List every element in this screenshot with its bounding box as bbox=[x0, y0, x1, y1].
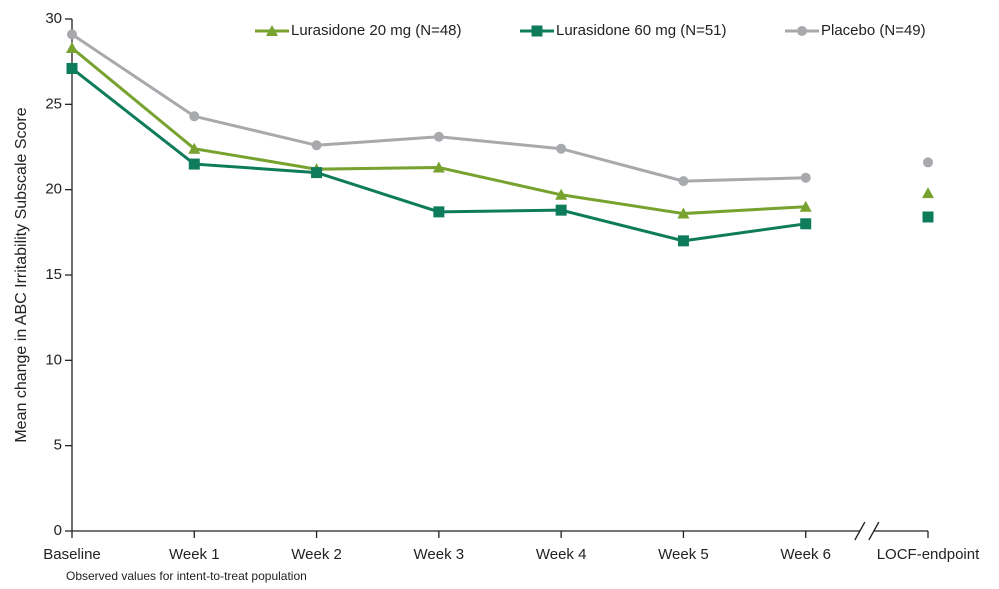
data-point bbox=[311, 167, 323, 179]
data-point bbox=[923, 157, 933, 168]
legend-label: Lurasidone 20 mg (N=48) bbox=[291, 22, 462, 39]
y-tick-label: 5 bbox=[54, 437, 62, 454]
data-point bbox=[189, 111, 200, 122]
data-point bbox=[678, 176, 689, 187]
data-point bbox=[188, 158, 200, 170]
legend-label: Placebo (N=49) bbox=[821, 22, 926, 39]
legend-marker bbox=[266, 25, 278, 36]
y-tick-label: 25 bbox=[45, 95, 62, 112]
x-tick-label: LOCF-endpoint bbox=[877, 546, 980, 563]
x-tick-label: Week 2 bbox=[291, 546, 342, 563]
data-point bbox=[800, 172, 811, 183]
data-point bbox=[311, 140, 322, 151]
data-point bbox=[67, 29, 77, 40]
axis-break bbox=[854, 521, 866, 541]
data-point bbox=[66, 42, 78, 54]
y-tick-label: 10 bbox=[45, 351, 62, 368]
data-point bbox=[188, 142, 201, 154]
axis-break bbox=[868, 521, 880, 541]
y-tick-label: 15 bbox=[45, 266, 62, 283]
data-point bbox=[922, 211, 934, 223]
legend-marker bbox=[797, 26, 807, 36]
series-line bbox=[71, 46, 806, 216]
x-tick-label: Week 3 bbox=[414, 546, 465, 563]
data-point bbox=[555, 188, 568, 200]
footnote: Observed values for intent-to-treat popu… bbox=[66, 569, 307, 583]
data-point bbox=[556, 143, 567, 154]
y-tick-label: 30 bbox=[45, 10, 62, 27]
y-axis-label: Mean change in ABC Irritability Subscale… bbox=[13, 107, 30, 442]
data-point bbox=[66, 62, 78, 74]
data-point bbox=[555, 204, 567, 216]
y-tick-label: 0 bbox=[54, 522, 62, 539]
x-tick-label: Week 5 bbox=[658, 546, 709, 563]
x-tick-label: Baseline bbox=[43, 546, 101, 563]
y-tick-label: 20 bbox=[45, 181, 62, 198]
data-point bbox=[433, 206, 445, 218]
x-tick-label: Week 1 bbox=[169, 546, 220, 563]
data-point bbox=[677, 235, 689, 247]
data-point bbox=[922, 187, 934, 199]
series-line bbox=[71, 33, 806, 183]
data-point bbox=[433, 131, 444, 142]
x-tick-label: Week 4 bbox=[536, 546, 587, 563]
data-point bbox=[677, 207, 690, 219]
x-tick-label: Week 6 bbox=[780, 546, 831, 563]
data-point bbox=[800, 218, 812, 230]
data-point bbox=[799, 200, 812, 212]
legend-label: Lurasidone 60 mg (N=51) bbox=[556, 22, 727, 39]
legend-marker bbox=[531, 25, 543, 37]
data-point bbox=[432, 161, 445, 173]
